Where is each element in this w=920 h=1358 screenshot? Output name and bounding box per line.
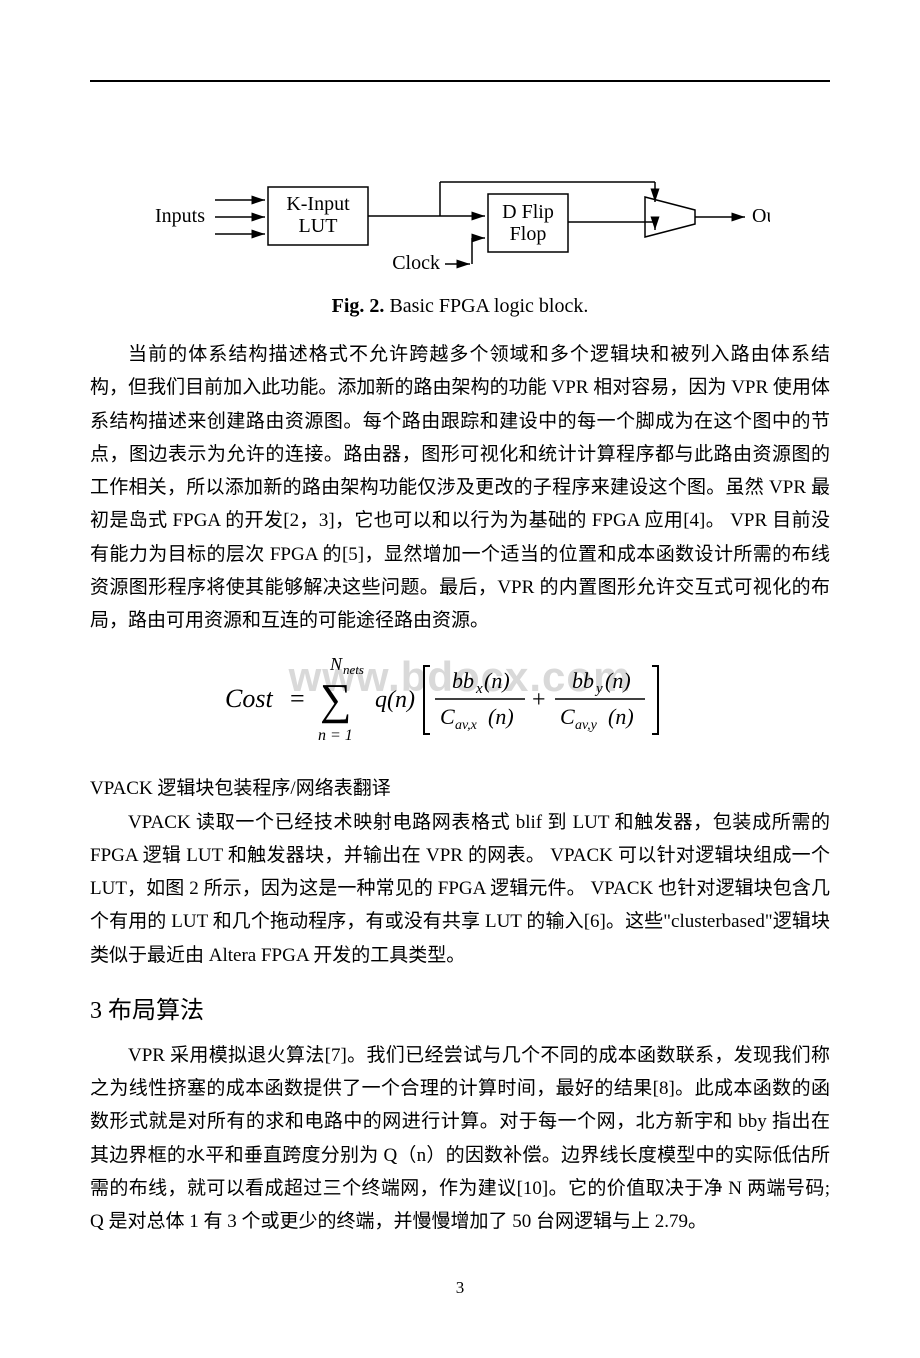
- svg-text:=: =: [290, 684, 305, 713]
- ff-label-2: Flop: [510, 223, 547, 245]
- lut-label-1: K-Input: [286, 193, 350, 215]
- svg-text:∑: ∑: [320, 675, 351, 724]
- svg-text:Cost: Cost: [225, 684, 273, 713]
- paragraph-3: VPR 采用模拟退火算法[7]。我们已经尝试与几个不同的成本函数联系，发现我们称…: [90, 1039, 830, 1239]
- svg-text:y: y: [594, 681, 603, 697]
- cost-formula-block: www.bdocx.com Cost = N nets ∑ n = 1 q(n)…: [90, 652, 830, 752]
- fpga-logic-block-diagram: Inputs K-Input LUT Clock D Flip: [150, 172, 770, 282]
- svg-text:bb: bb: [572, 668, 594, 693]
- clock-label: Clock: [392, 252, 440, 274]
- svg-text:n = 1: n = 1: [318, 727, 353, 744]
- top-divider: [90, 80, 830, 82]
- svg-text:(n): (n): [605, 668, 631, 693]
- figure-caption-text: Basic FPGA logic block.: [384, 295, 588, 317]
- svg-text:av,x: av,x: [455, 718, 478, 733]
- svg-text:+: +: [532, 687, 546, 713]
- vpack-subheading: VPACK 逻辑块包装程序/网络表翻译: [90, 772, 830, 805]
- ff-label-1: D Flip: [502, 201, 554, 223]
- paragraph-1: 当前的体系结构描述格式不允许跨越多个领域和多个逻辑块和被列入路由体系结构，但我们…: [90, 338, 830, 637]
- out-label: Out: [752, 205, 770, 227]
- svg-text:(n): (n): [484, 668, 510, 693]
- section-3-heading: 3 布局算法: [90, 990, 830, 1025]
- svg-text:(n): (n): [488, 704, 514, 729]
- lut-label-2: LUT: [299, 215, 338, 237]
- figure-2-caption: Fig. 2. Basic FPGA logic block.: [90, 295, 830, 318]
- svg-text:N: N: [329, 654, 343, 674]
- inputs-label: Inputs: [155, 205, 205, 227]
- svg-text:(n): (n): [608, 704, 634, 729]
- svg-text:av,y: av,y: [575, 718, 598, 733]
- figure-2: Inputs K-Input LUT Clock D Flip: [90, 172, 830, 318]
- svg-text:x: x: [475, 681, 483, 697]
- cost-formula: Cost = N nets ∑ n = 1 q(n) bb x (n) C av…: [220, 652, 700, 747]
- svg-text:bb: bb: [452, 668, 474, 693]
- figure-caption-bold: Fig. 2.: [332, 295, 385, 317]
- svg-text:q(n): q(n): [375, 687, 415, 713]
- svg-text:C: C: [560, 704, 575, 729]
- page-number: 3: [90, 1278, 830, 1298]
- svg-text:C: C: [440, 704, 455, 729]
- paragraph-2: VPACK 读取一个已经技术映射电路网表格式 blif 到 LUT 和触发器，包…: [90, 806, 830, 972]
